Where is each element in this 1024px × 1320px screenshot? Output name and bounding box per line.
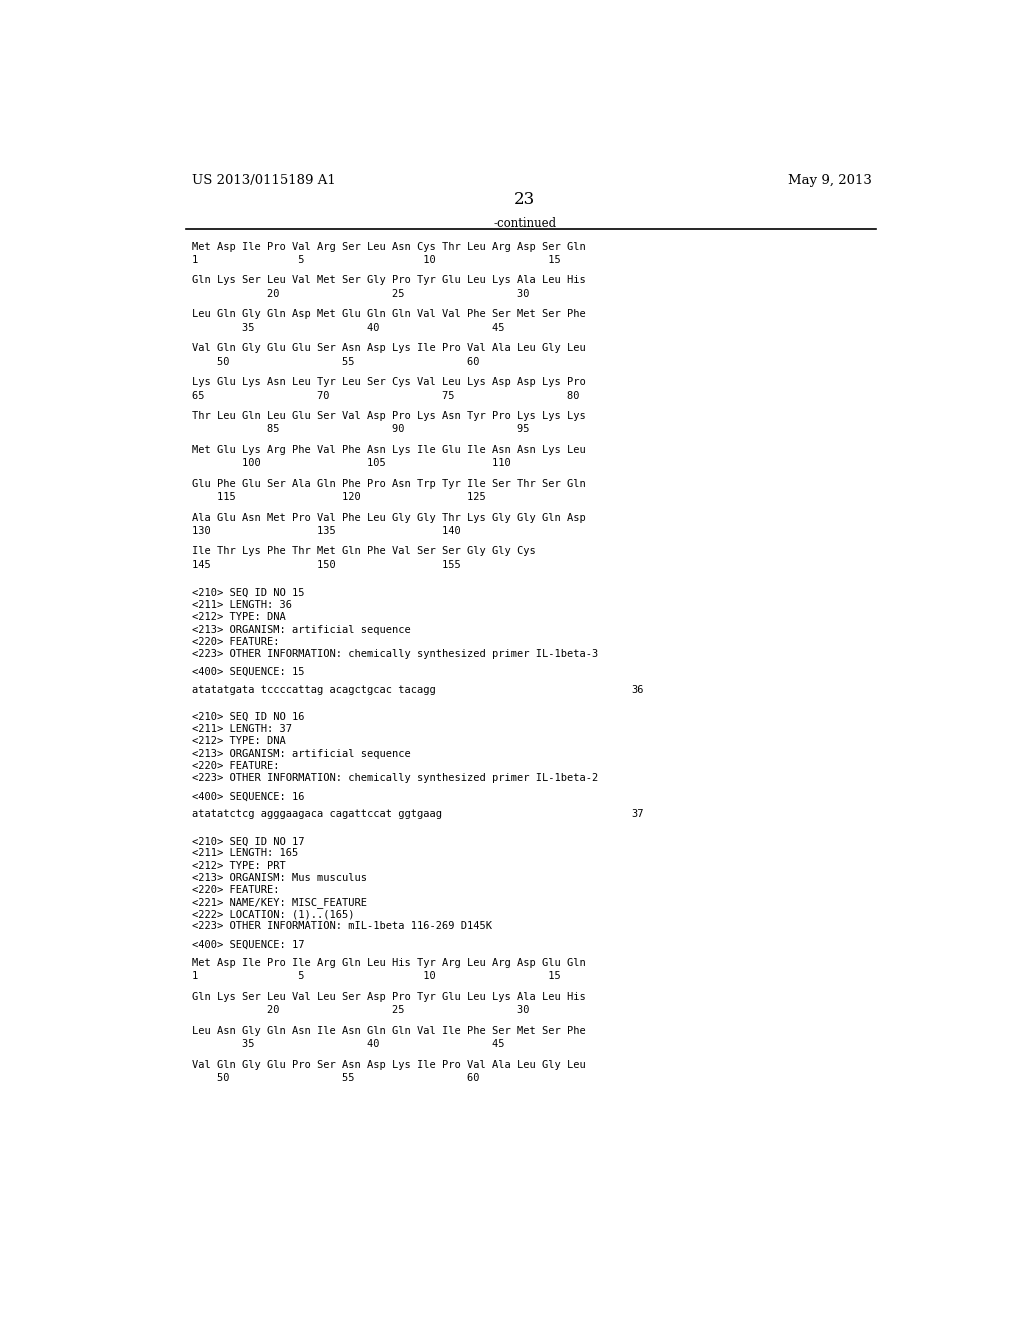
Text: 115                 120                 125: 115 120 125 [191,492,485,502]
Text: <400> SEQUENCE: 15: <400> SEQUENCE: 15 [191,667,304,677]
Text: 35                  40                  45: 35 40 45 [191,1039,504,1049]
Text: <213> ORGANISM: artificial sequence: <213> ORGANISM: artificial sequence [191,748,411,759]
Text: <212> TYPE: DNA: <212> TYPE: DNA [191,737,286,747]
Text: Val Gln Gly Glu Glu Ser Asn Asp Lys Ile Pro Val Ala Leu Gly Leu: Val Gln Gly Glu Glu Ser Asn Asp Lys Ile … [191,343,586,354]
Text: <221> NAME/KEY: MISC_FEATURE: <221> NAME/KEY: MISC_FEATURE [191,898,367,908]
Text: <220> FEATURE:: <220> FEATURE: [191,884,280,895]
Text: 50                  55                  60: 50 55 60 [191,356,479,367]
Text: 1                5                   10                  15: 1 5 10 15 [191,255,560,265]
Text: Met Asp Ile Pro Val Arg Ser Leu Asn Cys Thr Leu Arg Asp Ser Gln: Met Asp Ile Pro Val Arg Ser Leu Asn Cys … [191,242,586,252]
Text: Glu Phe Glu Ser Ala Gln Phe Pro Asn Trp Tyr Ile Ser Thr Ser Gln: Glu Phe Glu Ser Ala Gln Phe Pro Asn Trp … [191,479,586,488]
Text: Lys Glu Lys Asn Leu Tyr Leu Ser Cys Val Leu Lys Asp Asp Lys Pro: Lys Glu Lys Asn Leu Tyr Leu Ser Cys Val … [191,378,586,387]
Text: <220> FEATURE:: <220> FEATURE: [191,636,280,647]
Text: <220> FEATURE:: <220> FEATURE: [191,760,280,771]
Text: Leu Asn Gly Gln Asn Ile Asn Gln Gln Val Ile Phe Ser Met Ser Phe: Leu Asn Gly Gln Asn Ile Asn Gln Gln Val … [191,1026,586,1036]
Text: <213> ORGANISM: artificial sequence: <213> ORGANISM: artificial sequence [191,624,411,635]
Text: 23: 23 [514,191,536,207]
Text: 37: 37 [632,809,644,820]
Text: 85                  90                  95: 85 90 95 [191,425,529,434]
Text: <223> OTHER INFORMATION: mIL-1beta 116-269 D145K: <223> OTHER INFORMATION: mIL-1beta 116-2… [191,921,492,932]
Text: 145                 150                 155: 145 150 155 [191,560,461,570]
Text: <222> LOCATION: (1)..(165): <222> LOCATION: (1)..(165) [191,909,354,919]
Text: atatatgata tccccattag acagctgcac tacagg: atatatgata tccccattag acagctgcac tacagg [191,685,435,696]
Text: Met Glu Lys Arg Phe Val Phe Asn Lys Ile Glu Ile Asn Asn Lys Leu: Met Glu Lys Arg Phe Val Phe Asn Lys Ile … [191,445,586,455]
Text: US 2013/0115189 A1: US 2013/0115189 A1 [191,174,335,187]
Text: <212> TYPE: PRT: <212> TYPE: PRT [191,861,286,871]
Text: 36: 36 [632,685,644,696]
Text: 35                  40                  45: 35 40 45 [191,323,504,333]
Text: 50                  55                  60: 50 55 60 [191,1073,479,1082]
Text: Val Gln Gly Glu Pro Ser Asn Asp Lys Ile Pro Val Ala Leu Gly Leu: Val Gln Gly Glu Pro Ser Asn Asp Lys Ile … [191,1060,586,1069]
Text: <211> LENGTH: 37: <211> LENGTH: 37 [191,725,292,734]
Text: Gln Lys Ser Leu Val Leu Ser Asp Pro Tyr Glu Leu Lys Ala Leu His: Gln Lys Ser Leu Val Leu Ser Asp Pro Tyr … [191,991,586,1002]
Text: <210> SEQ ID NO 15: <210> SEQ ID NO 15 [191,589,304,598]
Text: Met Asp Ile Pro Ile Arg Gln Leu His Tyr Arg Leu Arg Asp Glu Gln: Met Asp Ile Pro Ile Arg Gln Leu His Tyr … [191,958,586,968]
Text: 20                  25                  30: 20 25 30 [191,1006,529,1015]
Text: Ala Glu Asn Met Pro Val Phe Leu Gly Gly Thr Lys Gly Gly Gln Asp: Ala Glu Asn Met Pro Val Phe Leu Gly Gly … [191,512,586,523]
Text: <211> LENGTH: 36: <211> LENGTH: 36 [191,601,292,610]
Text: Thr Leu Gln Leu Glu Ser Val Asp Pro Lys Asn Tyr Pro Lys Lys Lys: Thr Leu Gln Leu Glu Ser Val Asp Pro Lys … [191,411,586,421]
Text: 65                  70                  75                  80: 65 70 75 80 [191,391,579,400]
Text: Gln Lys Ser Leu Val Met Ser Gly Pro Tyr Glu Leu Lys Ala Leu His: Gln Lys Ser Leu Val Met Ser Gly Pro Tyr … [191,276,586,285]
Text: May 9, 2013: May 9, 2013 [788,174,872,187]
Text: <400> SEQUENCE: 17: <400> SEQUENCE: 17 [191,940,304,949]
Text: -continued: -continued [494,216,556,230]
Text: atatatctcg agggaagaca cagattccat ggtgaag: atatatctcg agggaagaca cagattccat ggtgaag [191,809,441,820]
Text: <212> TYPE: DNA: <212> TYPE: DNA [191,612,286,623]
Text: <211> LENGTH: 165: <211> LENGTH: 165 [191,849,298,858]
Text: 100                 105                 110: 100 105 110 [191,458,510,469]
Text: <400> SEQUENCE: 16: <400> SEQUENCE: 16 [191,791,304,801]
Text: 130                 135                 140: 130 135 140 [191,527,461,536]
Text: Leu Gln Gly Gln Asp Met Glu Gln Gln Val Val Phe Ser Met Ser Phe: Leu Gln Gly Gln Asp Met Glu Gln Gln Val … [191,309,586,319]
Text: <223> OTHER INFORMATION: chemically synthesized primer IL-1beta-3: <223> OTHER INFORMATION: chemically synt… [191,649,598,659]
Text: <223> OTHER INFORMATION: chemically synthesized primer IL-1beta-2: <223> OTHER INFORMATION: chemically synt… [191,774,598,783]
Text: 20                  25                  30: 20 25 30 [191,289,529,298]
Text: <213> ORGANISM: Mus musculus: <213> ORGANISM: Mus musculus [191,873,367,883]
Text: 1                5                   10                  15: 1 5 10 15 [191,972,560,981]
Text: Ile Thr Lys Phe Thr Met Gln Phe Val Ser Ser Gly Gly Cys: Ile Thr Lys Phe Thr Met Gln Phe Val Ser … [191,546,536,557]
Text: <210> SEQ ID NO 16: <210> SEQ ID NO 16 [191,713,304,722]
Text: <210> SEQ ID NO 17: <210> SEQ ID NO 17 [191,837,304,846]
